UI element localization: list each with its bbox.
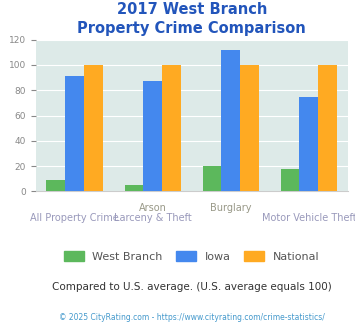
Bar xyxy=(318,65,337,191)
Text: 2017 West Branch: 2017 West Branch xyxy=(116,2,267,16)
Bar xyxy=(84,65,103,191)
Bar xyxy=(240,65,259,191)
Bar xyxy=(300,97,318,191)
Bar xyxy=(65,76,84,191)
Text: Property Crime Comparison: Property Crime Comparison xyxy=(77,21,306,36)
Text: Burglary: Burglary xyxy=(210,203,251,213)
Bar xyxy=(47,180,65,191)
Bar xyxy=(162,65,181,191)
Legend: West Branch, Iowa, National: West Branch, Iowa, National xyxy=(64,251,320,262)
Text: © 2025 CityRating.com - https://www.cityrating.com/crime-statistics/: © 2025 CityRating.com - https://www.city… xyxy=(59,313,324,322)
Bar xyxy=(203,166,222,191)
Bar xyxy=(143,82,162,191)
Text: Larceny & Theft: Larceny & Theft xyxy=(114,213,192,223)
Text: Compared to U.S. average. (U.S. average equals 100): Compared to U.S. average. (U.S. average … xyxy=(52,282,332,292)
Text: Motor Vehicle Theft: Motor Vehicle Theft xyxy=(262,213,355,223)
Bar xyxy=(281,169,300,191)
Text: Arson: Arson xyxy=(139,203,166,213)
Bar xyxy=(125,185,143,191)
Bar xyxy=(222,50,240,191)
Text: All Property Crime: All Property Crime xyxy=(30,213,119,223)
